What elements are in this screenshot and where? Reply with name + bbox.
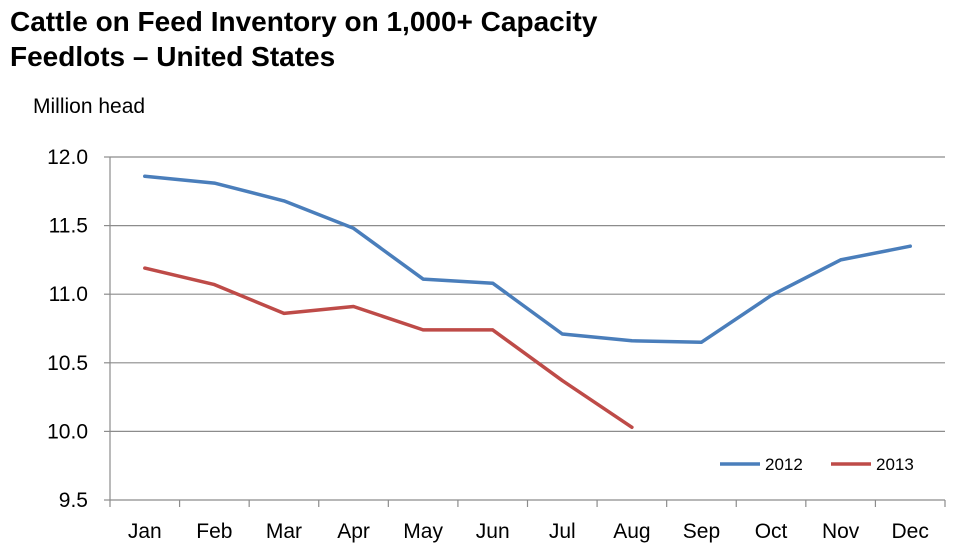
x-tick-label: Feb [196,520,232,543]
data-point-2012 [143,174,147,178]
y-tick-labels: 9.5 10.0 10.5 11.0 11.5 12.0 [47,146,88,512]
series-lines [143,174,912,430]
chart-title: Cattle on Feed Inventory on 1,000+ Capac… [10,4,910,74]
data-point-2013 [630,425,634,429]
data-point-2012 [352,226,356,230]
legend-label-2013: 2013 [876,455,914,474]
series-line-2013 [143,266,634,430]
x-tick-label: Aug [613,520,650,543]
data-point-2013 [212,283,216,287]
y-tick-label: 12.0 [47,146,88,169]
x-tick-label: Mar [266,520,302,543]
data-point-2013 [282,311,286,315]
chart-title-line-1: Cattle on Feed Inventory on 1,000+ Capac… [10,6,598,37]
series-line-2012 [143,174,912,344]
y-tick-label: 11.5 [49,215,88,238]
x-tick-label: Sep [683,520,720,543]
data-point-2012 [491,281,495,285]
data-point-2013 [421,328,425,332]
y-tick-label: 10.0 [47,420,88,443]
data-point-2012 [769,294,773,298]
data-point-2012 [630,339,634,343]
data-point-2012 [839,258,843,262]
axes [104,156,946,507]
y-tick-label: 10.5 [47,352,88,375]
x-tick-label: Jul [549,520,576,543]
data-point-2013 [143,266,147,270]
data-point-2013 [352,305,356,309]
x-tick-label: Jan [128,520,162,543]
x-tick-label: Apr [337,520,370,543]
data-point-2013 [491,328,495,332]
x-tick-label: May [403,520,443,543]
x-tick-label: Dec [892,520,929,543]
x-tick-label: Nov [822,520,860,543]
y-axis-label: Million head [33,95,146,118]
x-tick-labels: Jan Feb Mar Apr May Jun Jul Aug Sep Oct Nov Dec [128,520,929,543]
chart-title-line-2: Feedlots – United States [10,41,336,72]
x-tick-label: Jun [476,520,510,543]
data-point-2012 [282,199,286,203]
data-point-2012 [560,332,564,336]
data-point-2013 [560,379,564,383]
data-point-2012 [908,244,912,248]
data-point-2012 [699,340,703,344]
y-tick-label: 11.0 [49,283,88,306]
legend: 2012 2013 [720,455,914,474]
data-point-2012 [212,181,216,185]
gridlines [110,156,945,432]
legend-label-2012: 2012 [765,455,803,474]
y-tick-label: 9.5 [59,489,88,512]
x-tick-label: Oct [755,520,788,543]
data-point-2012 [421,277,425,281]
